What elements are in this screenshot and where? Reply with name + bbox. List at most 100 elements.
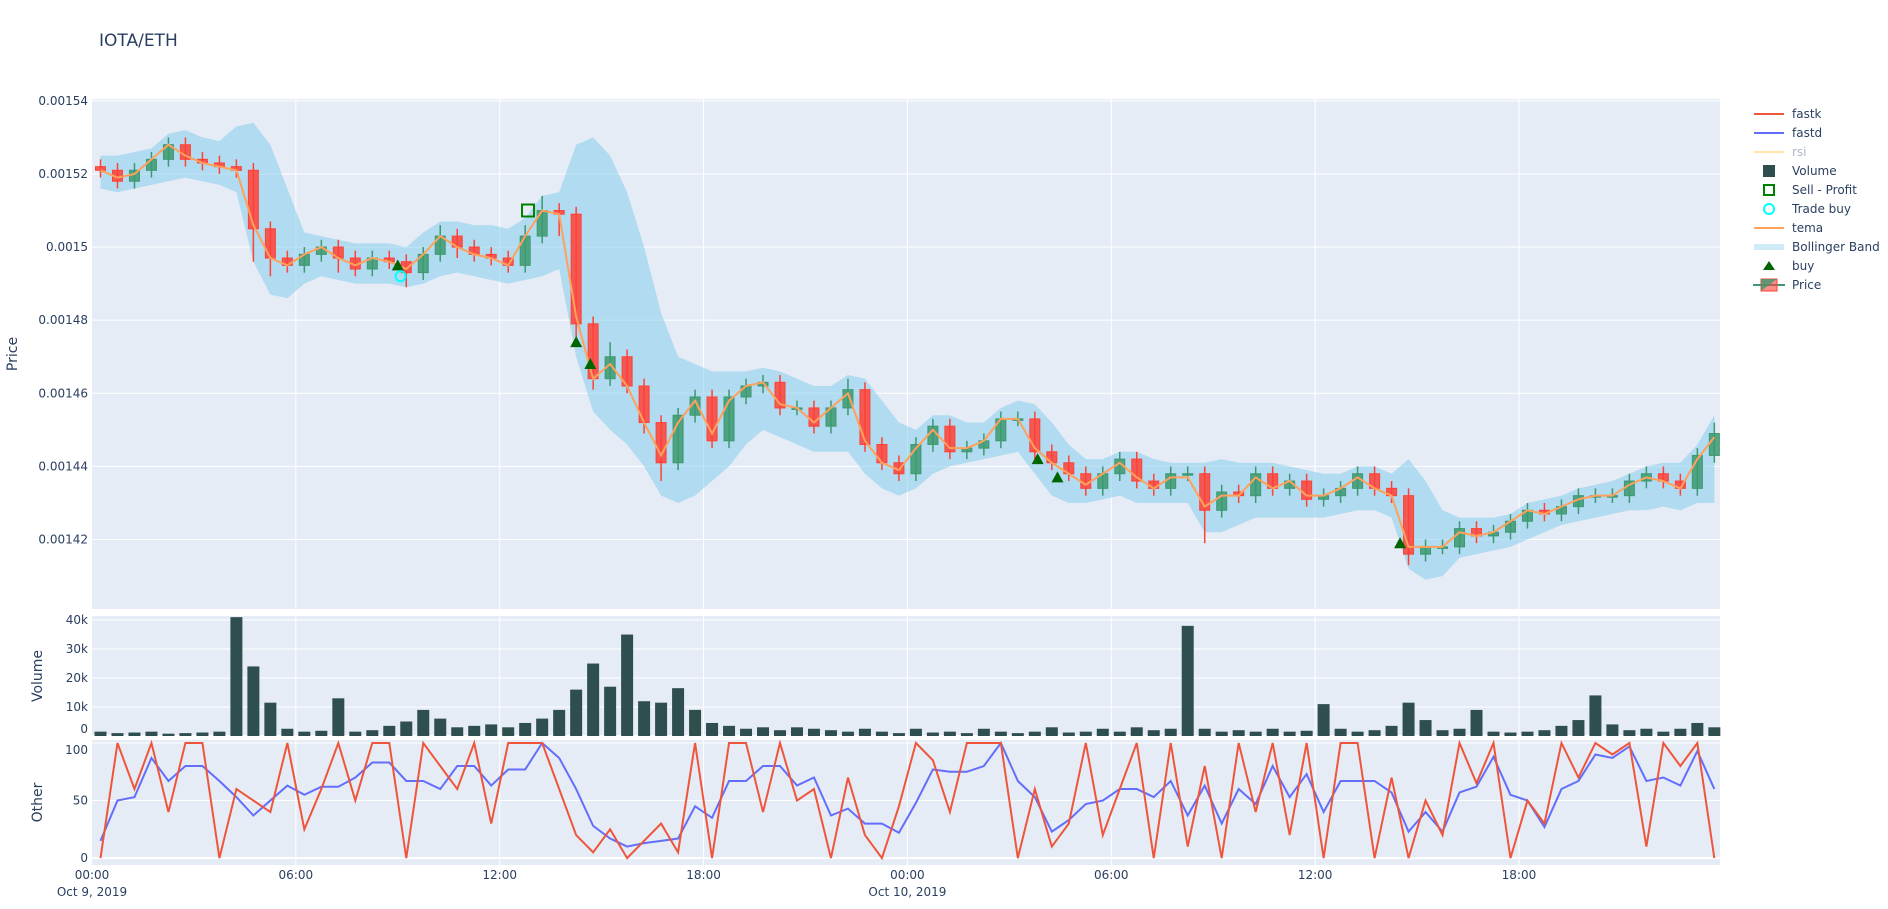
candle-body — [587, 323, 599, 380]
volume-bar — [94, 731, 107, 736]
volume-bar — [1164, 728, 1177, 736]
legend-item-price[interactable]: Price — [1752, 275, 1880, 294]
trade-buy-marker — [394, 270, 407, 283]
buy-marker — [391, 259, 404, 271]
legend-item-fastk[interactable]: fastk — [1752, 104, 1880, 123]
volume-bar — [1028, 731, 1041, 736]
y-tick-label: 50 — [73, 794, 88, 808]
volume-bar — [1147, 730, 1160, 736]
y-tick-label: 0 — [80, 722, 88, 736]
x-tick-date-label: Oct 9, 2019 — [57, 885, 127, 899]
x-tick-label: 00:00 — [75, 868, 110, 882]
volume-bar — [1453, 728, 1466, 736]
legend-item-buy[interactable]: buy — [1752, 256, 1880, 275]
x-tick-label: 12:00 — [1298, 868, 1333, 882]
candle — [1029, 411, 1041, 460]
legend-item-fastd[interactable]: fastd — [1752, 123, 1880, 142]
x-tick-label: 12:00 — [482, 868, 517, 882]
volume-bar — [1589, 695, 1602, 736]
x-tick-label: 18:00 — [686, 868, 721, 882]
legend-item-rsi[interactable]: rsi — [1752, 142, 1880, 161]
circle-open-legend-icon — [1752, 202, 1786, 216]
candle-body — [723, 396, 735, 442]
line-legend-icon — [1752, 221, 1786, 235]
volume-bar — [1045, 727, 1058, 736]
volume-bar — [1521, 731, 1534, 736]
candle-body — [1182, 473, 1194, 476]
volume-bar — [1334, 728, 1347, 736]
volume-bar — [672, 688, 685, 736]
y-tick-label: 10k — [66, 700, 88, 714]
candle-legend-icon — [1752, 278, 1786, 292]
line-legend-icon — [1752, 145, 1786, 159]
volume-bar — [502, 727, 515, 736]
candle — [247, 162, 259, 262]
y-tick-label: 0.00148 — [38, 313, 88, 327]
candle-body — [774, 381, 786, 409]
candle-body — [1403, 495, 1415, 555]
buy-marker — [584, 358, 597, 370]
legend-label: tema — [1792, 220, 1824, 235]
volume-bar — [1266, 728, 1279, 736]
legend-item-sell-profit[interactable]: Sell - Profit — [1752, 180, 1880, 199]
candle — [910, 437, 922, 482]
volume-bar — [909, 728, 922, 736]
candle — [706, 389, 718, 449]
y-axis-title-other: Other — [30, 782, 46, 822]
candle — [1403, 488, 1415, 566]
legend-label: rsi — [1792, 144, 1807, 159]
candle-body — [1046, 451, 1058, 464]
candle-body — [1216, 491, 1228, 511]
volume-bar — [451, 727, 464, 736]
legend-item-trade-buy[interactable]: Trade buy — [1752, 199, 1880, 218]
volume-bar — [774, 730, 787, 736]
volume-bar — [1640, 728, 1653, 736]
volume-bar — [281, 728, 294, 736]
volume-bar — [536, 718, 549, 736]
line-legend-icon — [1752, 107, 1786, 121]
volume-bar — [1436, 730, 1449, 736]
legend-label: Price — [1792, 277, 1822, 292]
candle-body — [910, 443, 922, 475]
candle — [672, 407, 684, 471]
bollinger-band — [100, 122, 1715, 580]
legend-item-volume[interactable]: Volume — [1752, 161, 1880, 180]
candle — [944, 418, 956, 460]
buy-marker — [1031, 453, 1044, 465]
y-tick-label: 0.00152 — [38, 167, 88, 181]
candle-body — [1029, 418, 1041, 453]
legend-item-bollinger-band[interactable]: Bollinger Band — [1752, 237, 1880, 256]
volume-bar — [1368, 730, 1381, 736]
volume-bar — [1113, 731, 1126, 736]
volume-bar — [400, 721, 413, 736]
candle-body — [1199, 473, 1211, 511]
plot-background-volume — [92, 616, 1720, 736]
candle-body — [1250, 473, 1262, 497]
volume-bar — [1062, 732, 1075, 736]
volume-bar — [977, 728, 990, 736]
candle-body — [655, 422, 667, 464]
volume-bar — [1232, 730, 1245, 736]
volume-bar — [1198, 728, 1211, 736]
candle-body — [706, 396, 718, 442]
square-open-legend-icon — [1752, 183, 1786, 197]
volume-bar — [994, 731, 1007, 736]
candle-body — [1420, 546, 1432, 555]
volume-bar — [1181, 625, 1194, 736]
volume-bar — [1402, 702, 1415, 736]
volume-bar — [1674, 728, 1687, 736]
candle-body — [672, 414, 684, 464]
volume-bar — [570, 689, 583, 736]
volume-bar — [587, 663, 600, 736]
legend-item-tema[interactable]: tema — [1752, 218, 1880, 237]
x-tick-label: 00:00 — [890, 868, 925, 882]
volume-bar — [943, 731, 956, 736]
candle — [774, 375, 786, 416]
volume-bar — [655, 702, 668, 736]
volume-bar — [604, 686, 617, 736]
candle-body — [1352, 473, 1364, 489]
volume-bar — [960, 733, 973, 736]
volume-bar — [1572, 720, 1585, 736]
volume-bar — [1691, 722, 1704, 736]
